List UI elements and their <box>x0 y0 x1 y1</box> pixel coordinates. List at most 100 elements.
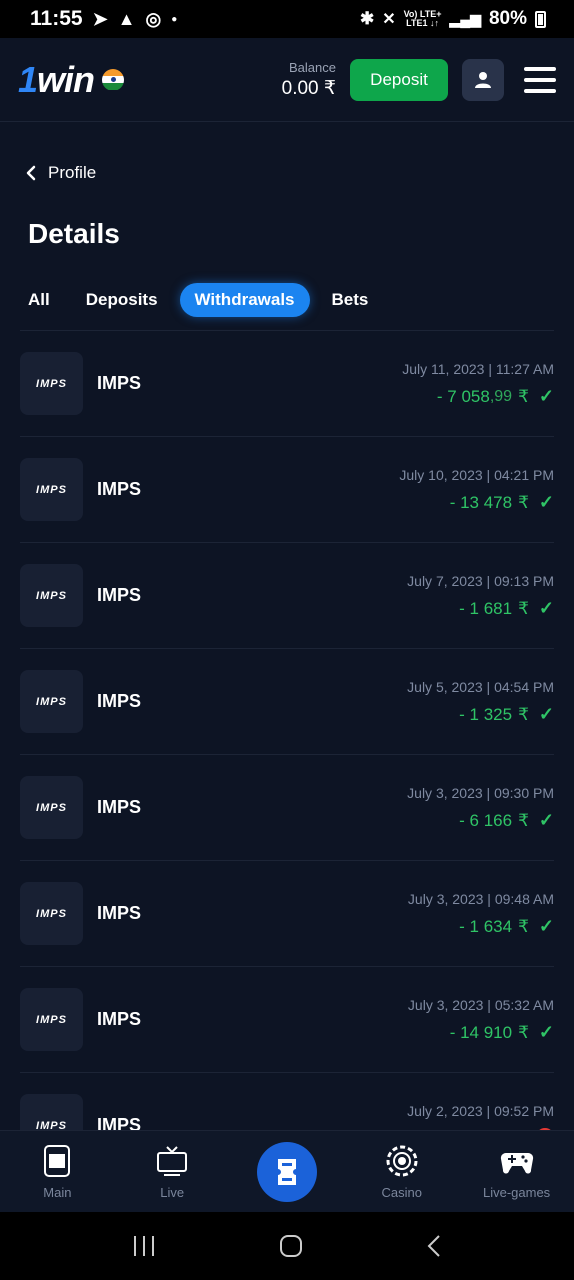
transaction-row[interactable]: IMPS IMPS July 11, 2023 | 11:27 AM - 7 0… <box>20 331 554 437</box>
logo[interactable]: 1win <box>18 58 125 101</box>
transaction-amount: - 6 166 ₹ ✓ <box>407 810 554 831</box>
transaction-method: IMPS <box>97 691 142 711</box>
battery-percent: 80% <box>488 8 527 29</box>
transaction-meta: July 3, 2023 | 09:48 AM - 1 634 ₹ ✓ <box>408 891 554 937</box>
imps-logo: IMPS <box>20 670 83 733</box>
clock: 11:55 <box>30 7 83 30</box>
currency: ₹ <box>518 598 529 618</box>
recent-apps-icon[interactable] <box>132 1235 156 1257</box>
currency: ₹ <box>518 386 529 406</box>
transaction-amount: - 7 058,99 ₹ ✓ <box>402 386 554 407</box>
back-icon[interactable] <box>426 1234 442 1258</box>
tab-all[interactable]: All <box>28 290 50 309</box>
gamepad-icon <box>500 1152 533 1174</box>
amount-value: - 13 478 <box>449 492 513 512</box>
imps-logo-text: IMPS <box>36 589 67 602</box>
tab-withdrawals[interactable]: Withdrawals <box>179 283 310 317</box>
nav-live[interactable]: Live <box>115 1131 230 1212</box>
amount-value: - 1 634 <box>459 916 513 936</box>
transaction-amount: - 1 681 ₹ ✓ <box>407 598 554 619</box>
logo-word: win <box>37 58 95 100</box>
imps-logo-text: IMPS <box>36 483 67 496</box>
balance: Balance 0.00 ₹ <box>282 60 336 100</box>
main-icon <box>44 1145 71 1177</box>
chevron-left-icon <box>26 165 36 181</box>
chrome-icon: ◎ <box>145 8 162 29</box>
imps-logo-text: IMPS <box>36 1013 67 1026</box>
transaction-method: IMPS <box>97 479 142 499</box>
logo-text: 1win <box>18 58 95 101</box>
nav-main-label: Main <box>43 1185 72 1200</box>
checkmark-icon: ✓ <box>538 492 554 512</box>
transaction-method: IMPS <box>97 1009 142 1029</box>
imps-logo-text: IMPS <box>36 695 67 708</box>
transaction-date: July 5, 2023 | 04:54 PM <box>407 679 554 695</box>
bluetooth-icon: ✱ <box>359 9 375 28</box>
balance-label: Balance <box>289 59 336 75</box>
back-to-profile-link[interactable]: Profile <box>26 163 96 183</box>
transaction-row[interactable]: IMPS IMPS July 3, 2023 | 05:32 AM - 14 9… <box>20 967 554 1073</box>
checkmark-icon: ✓ <box>538 810 554 830</box>
checkmark-icon: ✓ <box>538 598 554 618</box>
nav-casino[interactable]: Casino <box>344 1131 459 1212</box>
amount-cents: ,99 <box>489 387 513 405</box>
bet-slip-button[interactable] <box>256 1141 317 1202</box>
amount-value: - 1 325 <box>459 704 513 724</box>
amount-value: - 1 681 <box>459 598 513 618</box>
navigation-icon: ▲ <box>117 8 136 29</box>
transaction-row[interactable]: IMPS IMPS July 10, 2023 | 04:21 PM - 13 … <box>20 437 554 543</box>
india-flag-icon[interactable] <box>102 68 125 91</box>
currency: ₹ <box>518 704 529 724</box>
nav-center <box>230 1131 345 1212</box>
casino-chip-icon <box>386 1145 418 1177</box>
transaction-meta: July 11, 2023 | 11:27 AM - 7 058,99 ₹ ✓ <box>402 361 554 407</box>
currency: ₹ <box>518 492 529 512</box>
app-header: 1win Balance 0.00 ₹ Deposit <box>0 38 574 122</box>
profile-button[interactable] <box>462 58 504 101</box>
logo-prefix: 1 <box>18 58 38 100</box>
imps-logo: IMPS <box>20 564 83 627</box>
imps-logo-text: IMPS <box>36 907 67 920</box>
transaction-amount: - 13 478 ₹ ✓ <box>399 492 554 513</box>
transaction-date: July 3, 2023 | 09:30 PM <box>407 785 554 801</box>
deposit-button[interactable]: Deposit <box>350 58 448 101</box>
transaction-list: IMPS IMPS July 11, 2023 | 11:27 AM - 7 0… <box>20 330 554 1179</box>
tab-bets[interactable]: Bets <box>331 290 369 309</box>
currency: ₹ <box>518 916 529 936</box>
transaction-date: July 11, 2023 | 11:27 AM <box>402 361 554 377</box>
transaction-row[interactable]: IMPS IMPS July 5, 2023 | 04:54 PM - 1 32… <box>20 649 554 755</box>
transaction-amount: - 14 910 ₹ ✓ <box>408 1022 554 1043</box>
transaction-meta: July 3, 2023 | 09:30 PM - 6 166 ₹ ✓ <box>407 785 554 831</box>
imps-logo: IMPS <box>20 458 83 521</box>
nav-main[interactable]: Main <box>0 1131 115 1212</box>
imps-logo: IMPS <box>20 882 83 945</box>
signal-icon: ▂▄▆ <box>449 10 481 27</box>
network-top: Vo) LTE+ <box>403 9 442 19</box>
transaction-meta: July 7, 2023 | 09:13 PM - 1 681 ₹ ✓ <box>407 573 554 619</box>
battery-icon <box>535 10 546 28</box>
transaction-method: IMPS <box>97 903 142 923</box>
hamburger-menu-icon[interactable] <box>524 66 556 93</box>
currency: ₹ <box>518 1022 529 1042</box>
imps-logo: IMPS <box>20 988 83 1051</box>
nav-live-games-label: Live-games <box>482 1185 551 1200</box>
nav-live-games[interactable]: Live-games <box>459 1131 574 1212</box>
imps-logo-text: IMPS <box>36 377 67 390</box>
transaction-row[interactable]: IMPS IMPS July 3, 2023 | 09:48 AM - 1 63… <box>20 861 554 967</box>
transaction-row[interactable]: IMPS IMPS July 7, 2023 | 09:13 PM - 1 68… <box>20 543 554 649</box>
amount-value: - 7 058 <box>436 386 490 406</box>
tab-deposits[interactable]: Deposits <box>85 290 158 309</box>
home-icon[interactable] <box>279 1234 303 1258</box>
mute-icon: ✕ <box>382 11 396 28</box>
network-indicator: Vo) LTE+ LTE1 ↓↑ <box>404 10 442 28</box>
page-title: Details <box>28 218 120 249</box>
transaction-meta: July 3, 2023 | 05:32 AM - 14 910 ₹ ✓ <box>408 997 554 1043</box>
checkmark-icon: ✓ <box>538 1022 554 1042</box>
notification-dot-icon: ● <box>171 13 178 25</box>
transaction-row[interactable]: IMPS IMPS July 3, 2023 | 09:30 PM - 6 16… <box>20 755 554 861</box>
imps-logo-text: IMPS <box>36 1119 67 1132</box>
balance-value: 0.00 ₹ <box>281 77 336 99</box>
imps-logo: IMPS <box>20 776 83 839</box>
transaction-date: July 10, 2023 | 04:21 PM <box>399 467 554 483</box>
bottom-nav: Main Live Casino <box>0 1130 574 1212</box>
